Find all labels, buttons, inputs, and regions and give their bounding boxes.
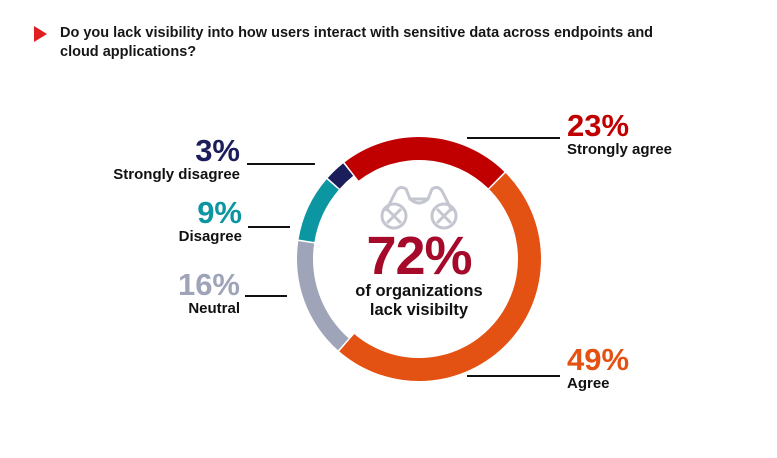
- center-line-2: lack visibilty: [369, 301, 469, 319]
- leader-line-agree: [467, 375, 560, 377]
- label-strongly-disagree: 3% Strongly disagree: [113, 135, 240, 183]
- category-label-strongly-agree: Strongly agree: [567, 141, 673, 158]
- binoculars-icon: [380, 185, 458, 230]
- data-label-neutral: 16%: [177, 267, 240, 302]
- donut-segment-agree: [339, 173, 541, 381]
- center-line-1: of organizations: [355, 282, 483, 300]
- leader-line-strongly-agree: [467, 137, 560, 139]
- leader-line-disagree: [248, 226, 290, 228]
- donut-segment-neutral: [296, 241, 349, 351]
- chart-title: Do you lack visibility into how users in…: [60, 25, 654, 60]
- data-label-strongly-disagree: 3%: [195, 133, 240, 168]
- category-label-strongly-disagree: Strongly disagree: [113, 166, 240, 183]
- label-agree: 49% Agree: [567, 344, 629, 392]
- label-disagree: 9% Disagree: [179, 197, 242, 245]
- category-label-neutral: Neutral: [188, 300, 240, 317]
- data-label-agree: 49%: [567, 342, 630, 377]
- label-neutral: 16% Neutral: [178, 269, 240, 317]
- category-label-agree: Agree: [567, 375, 610, 392]
- donut-segment-disagree: [298, 179, 339, 243]
- leader-line-strongly-disagree: [247, 163, 315, 165]
- category-label-disagree: Disagree: [178, 228, 242, 245]
- center-summary: 72% of organizations lack visibilty: [319, 226, 519, 320]
- label-strongly-agree: 23% Strongly agree: [567, 110, 672, 158]
- data-label-strongly-agree: 23%: [567, 108, 630, 143]
- donut-segment-strongly-agree: [344, 136, 505, 189]
- data-label-disagree: 9%: [197, 195, 242, 230]
- triangle-bullet-icon: [34, 26, 47, 42]
- center-value: 72%: [366, 226, 472, 286]
- leader-line-neutral: [245, 295, 287, 297]
- donut-segment-strongly-disagree: [327, 163, 354, 189]
